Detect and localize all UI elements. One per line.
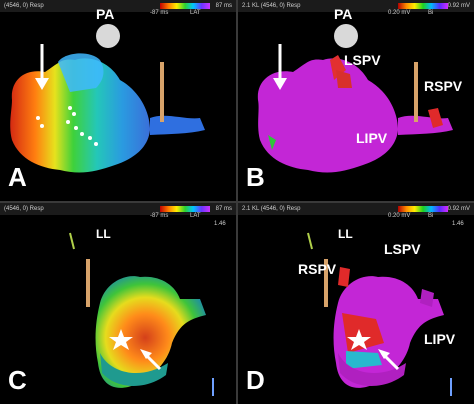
pa-marker (96, 24, 120, 48)
panel-letter-b: B (246, 162, 265, 192)
panel-d-side-value: 1.46 (452, 221, 464, 227)
panel-b-header: 2.1 KL (4546, 0) Resp (242, 3, 301, 9)
atrium-shell (95, 276, 206, 388)
panel-letter-a: A (8, 162, 27, 192)
panel-b-scale-min: 0.20 mV (388, 10, 411, 16)
label-lspv-b: LSPV (344, 52, 381, 68)
panel-c-scale-max: 87 ms (215, 206, 232, 212)
label-lipv-d: LIPV (424, 331, 456, 347)
horizontal-divider (0, 201, 474, 203)
panel-c-header: (4546, 0) Resp (4, 206, 44, 212)
panel-d-scale (398, 206, 448, 212)
panel-c-scale (160, 206, 210, 212)
label-rspv-d: RSPV (298, 261, 337, 277)
panel-b-render (257, 24, 453, 173)
panel-c-scale-min: -87 ms (150, 213, 169, 219)
pa-marker (334, 24, 358, 48)
panel-d: 2.1 KL (4546, 0) Resp 0.92 mV 0.20 mV Bi… (238, 203, 474, 404)
star-marker (109, 329, 133, 350)
panel-letter-d: D (246, 365, 265, 395)
panel-a-scale-min: -87 ms (150, 10, 169, 16)
panel-a-render (10, 24, 205, 173)
label-lipv-b: LIPV (356, 130, 388, 146)
label-ll-c: LL (96, 227, 111, 241)
ablation-points (36, 106, 98, 146)
catheter (324, 259, 328, 307)
panel-b-scale-max: 0.92 mV (447, 3, 470, 9)
label-rspv-b: RSPV (424, 78, 463, 94)
panel-b: 2.1 KL (4546, 0) Resp 0.92 mV 0.20 mV Bi… (238, 0, 474, 201)
arrow-head (273, 78, 287, 90)
panel-d-header: 2.1 KL (4546, 0) Resp (242, 206, 301, 212)
star-marker (347, 329, 371, 350)
label-ll-d: LL (338, 227, 353, 241)
catheter (160, 62, 164, 122)
panel-d-scale-min: 0.20 mV (388, 213, 411, 219)
panel-c-scale-name: LAT (190, 213, 201, 219)
panel-c-side-value: 1.46 (214, 221, 226, 227)
catheter (414, 62, 418, 122)
panel-d-scale-name: Bi (428, 213, 434, 219)
panel-d-render (307, 232, 452, 396)
panel-letter-c: C (8, 365, 27, 395)
arrow-head (378, 349, 390, 359)
catheter (86, 259, 90, 307)
label-pa-b: PA (334, 6, 353, 22)
arrow-head (35, 78, 49, 90)
label-lspv-d: LSPV (384, 241, 421, 257)
atrium-shell (257, 58, 398, 173)
panel-b-scale-name: Bi (428, 10, 434, 16)
panel-a: (4546, 0) Resp 87 ms -87 ms LAT PA A (0, 0, 236, 201)
panel-a-header: (4546, 0) Resp (4, 3, 44, 9)
atrium-shell (10, 58, 150, 173)
panel-b-scale (398, 3, 448, 9)
panel-d-scale-max: 0.92 mV (447, 206, 470, 212)
panel-a-scale-name: LAT (190, 10, 201, 16)
panel-a-scale (160, 3, 210, 9)
arrow-head (140, 349, 152, 359)
label-pa-a: PA (96, 6, 115, 22)
panel-c: (4546, 0) Resp 87 ms -87 ms LAT 1.46 LL … (0, 203, 236, 404)
panel-a-scale-max: 87 ms (215, 3, 232, 9)
panel-c-render (69, 232, 214, 396)
